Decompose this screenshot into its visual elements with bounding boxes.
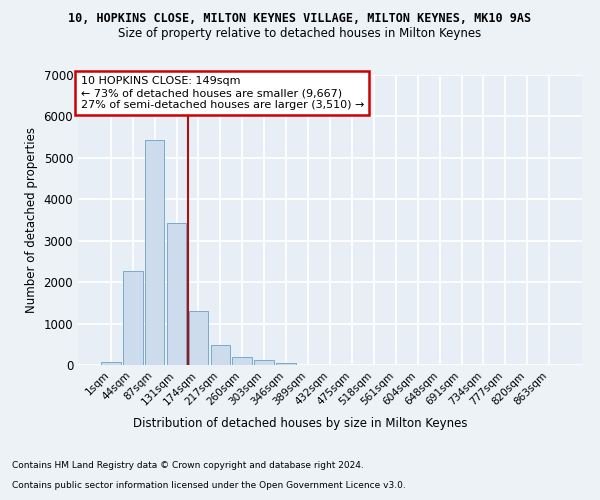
Bar xyxy=(145,140,164,365)
Bar xyxy=(188,311,208,365)
Bar xyxy=(254,360,274,365)
Bar xyxy=(276,362,296,365)
Text: 10, HOPKINS CLOSE, MILTON KEYNES VILLAGE, MILTON KEYNES, MK10 9AS: 10, HOPKINS CLOSE, MILTON KEYNES VILLAGE… xyxy=(68,12,532,26)
Text: 10 HOPKINS CLOSE: 149sqm
← 73% of detached houses are smaller (9,667)
27% of sem: 10 HOPKINS CLOSE: 149sqm ← 73% of detach… xyxy=(80,76,364,110)
Bar xyxy=(211,345,230,365)
Y-axis label: Number of detached properties: Number of detached properties xyxy=(25,127,38,313)
Text: Distribution of detached houses by size in Milton Keynes: Distribution of detached houses by size … xyxy=(133,418,467,430)
Bar xyxy=(232,356,252,365)
Text: Contains public sector information licensed under the Open Government Licence v3: Contains public sector information licen… xyxy=(12,481,406,490)
Text: Contains HM Land Registry data © Crown copyright and database right 2024.: Contains HM Land Registry data © Crown c… xyxy=(12,461,364,470)
Bar xyxy=(123,270,143,365)
Bar xyxy=(101,362,121,365)
Bar xyxy=(167,224,187,365)
Text: Size of property relative to detached houses in Milton Keynes: Size of property relative to detached ho… xyxy=(118,28,482,40)
